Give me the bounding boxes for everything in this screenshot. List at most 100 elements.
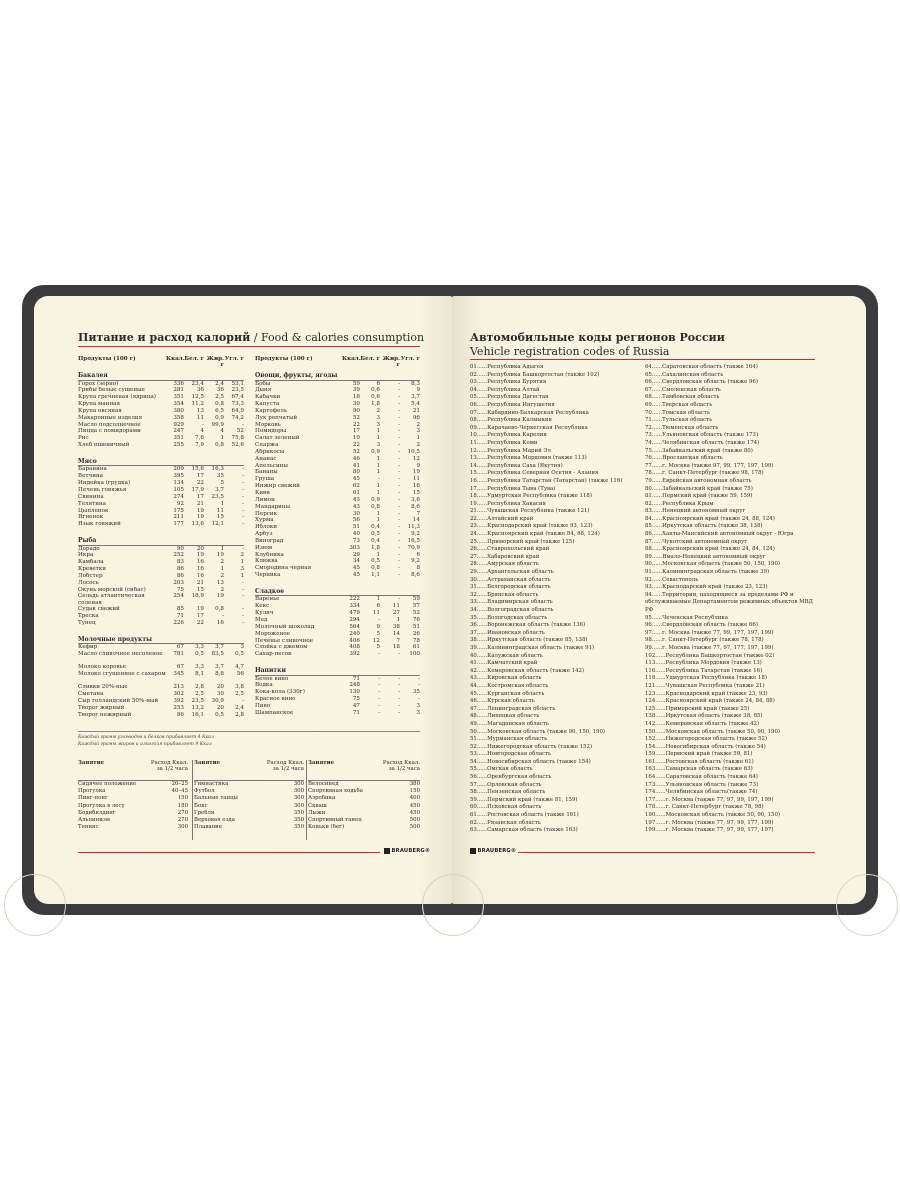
food-name: Ананас [255,455,277,462]
region-name: Новосибирская область (также 54) [665,743,766,750]
page-corner-arc [836,874,898,936]
protein-value: 2,8 [195,684,204,691]
col-protein: Бел. г [184,356,204,362]
protein-value: 0,4 [371,524,380,531]
dot-leader: ...... [651,553,663,560]
region-code-item: 49......Магаданская область [470,721,642,729]
activity-header: Занятие Расход Ккал. за 1/2 часа [308,760,420,781]
region-code-item: 46......Курская область [470,698,642,706]
region-code: 63 [470,827,477,834]
carbs-value: 3,7 [411,394,420,401]
kcal-value: 380 [173,407,184,414]
region-code-item: 125......Приморский край (также 25) [645,706,817,714]
dot-leader: ...... [651,439,663,446]
region-code: 29 [470,569,477,576]
region-code-item: 52......Нижегородская область (также 152… [470,744,642,752]
region-name: Республика Коми [487,439,538,446]
fat-value: - [398,517,400,524]
region-name: Кемеровская область (также 142) [487,667,585,674]
region-code-item: 61......Ростовская область (также 161) [470,812,642,820]
dot-leader: ...... [476,827,488,834]
dot-leader: ...... [651,561,663,568]
carbs-value: - [242,486,244,493]
table-row: Виноград 73 0,4 -16,5 [255,538,420,545]
fat-value: - [398,414,400,421]
food-name: Лимон [255,496,275,503]
kcal-value: 43 [352,496,360,503]
table-row: Язык говяжий 177 13,6 12,1 - [78,521,244,528]
region-code-item: 82......Республика Крым [645,501,817,509]
calorie-rate: 300 [293,802,304,809]
region-code: 75 [645,447,652,454]
kcal-value: 334 [349,603,360,610]
region-code-item: 70......Томская область [645,410,817,418]
fat-value: 0,5 [215,711,224,718]
fat-value: - [398,483,400,490]
region-code-item: 34......Волгоградская область [470,607,642,615]
column-divider [192,760,193,840]
region-code: 79 [645,477,652,484]
activity-name: Спортивная ходьба [308,788,363,795]
dot-leader: ...... [651,576,663,583]
region-name: Республика Адыгея [487,364,544,370]
fat-value: - [222,613,224,620]
fat-value: 0,9 [215,414,224,421]
dot-leader: ...... [655,660,666,667]
region-code-item: 76......Ярославская область [645,455,817,463]
dot-leader: ...... [655,713,666,720]
fat-value: - [398,510,400,517]
region-code: 09 [470,424,477,431]
kcal-value: 351 [173,394,184,401]
carbs-value: 3 [240,644,244,651]
dot-leader: ...... [476,371,488,378]
dot-leader: ...... [655,690,666,697]
food-name: Креветки [78,566,106,573]
region-code: 173 [645,781,656,788]
food-name: Молоко коровье [78,664,126,671]
food-name: Спаржа [255,442,279,449]
carbs-value: - [418,675,420,682]
food-name: Телятина [78,500,107,507]
food-name: Клюква [255,558,278,565]
col-kcal: Ккал. [166,356,185,362]
kcal-value: 80 [352,469,360,476]
region-code: 25 [470,538,477,545]
fat-value: 3,7 [215,664,224,671]
kcal-value: 130 [349,689,360,696]
protein-value: 19 [196,514,204,521]
fat-value: - [398,531,400,538]
kcal-value: 75 [176,586,184,593]
table-row: Тунец 226 22 16 - [78,620,244,627]
table-row: Молоко коровье 67 3,3 3,7 4,7 [78,664,244,671]
dot-leader: ...... [655,758,666,765]
col-kcal: Ккал. [342,356,361,362]
region-name: Новгородская область [487,751,551,758]
region-name: Ставропольский край [487,546,550,553]
carbs-value: 52 [412,610,420,617]
region-code: 98 [645,637,652,644]
fat-value: 2 [220,586,224,593]
region-code-item: 99......г. Москва (также 77, 97, 177, 19… [645,645,817,653]
region-code-item: 96......Свердловская область (также 66) [645,622,817,630]
dot-leader: ...... [476,804,488,811]
region-name: Республика Башкортостан (также 02) [665,652,775,659]
table-row: Теннис 300 [78,824,188,831]
food-name: Лобстер [78,572,103,579]
protein-value: 18,9 [191,593,204,600]
table-row: Кефир 67 3,3 3,7 3 [78,644,244,651]
fat-value: 11 [216,507,224,514]
kcal-value: 222 [349,596,360,603]
protein-value: 23,5 [191,697,204,704]
protein-value: - [378,682,380,689]
kcal-value: 75 [352,696,360,703]
table-row: Бодибилдинг 270 [78,810,188,817]
table-row: Лук репчатый 52 3 - 96 [255,415,420,422]
calorie-rate: 300 [293,781,304,787]
food-name: Творог нежирный [78,711,132,718]
dot-leader: ...... [651,409,663,416]
protein-value: 3,3 [195,664,204,671]
food-name: Макаронные изделия [78,414,143,421]
dot-leader: ...... [651,644,663,651]
carbs-value: 3 [416,709,420,716]
protein-value: 15 [196,586,204,593]
